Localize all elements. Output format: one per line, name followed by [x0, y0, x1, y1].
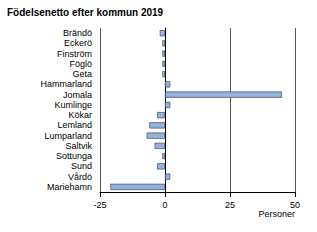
- svg-text:Kökar: Kökar: [68, 110, 92, 120]
- svg-text:Födelsenetto efter kommun 2019: Födelsenetto efter kommun 2019: [7, 7, 164, 18]
- svg-text:Hammarland: Hammarland: [40, 79, 92, 89]
- svg-text:50: 50: [290, 200, 300, 210]
- svg-text:Jomala: Jomala: [63, 90, 92, 100]
- svg-text:Vårdö: Vårdö: [68, 172, 92, 182]
- svg-text:Sund: Sund: [71, 161, 92, 171]
- svg-text:Personer: Personer: [258, 209, 295, 219]
- svg-text:0: 0: [162, 200, 167, 210]
- svg-text:Sottunga: Sottunga: [56, 151, 92, 161]
- svg-text:Lumparland: Lumparland: [44, 131, 92, 141]
- svg-text:-25: -25: [93, 200, 106, 210]
- svg-text:Kumlinge: Kumlinge: [54, 100, 92, 110]
- svg-text:Brändö: Brändö: [63, 28, 92, 38]
- svg-text:25: 25: [225, 200, 235, 210]
- svg-text:Saltvik: Saltvik: [65, 141, 92, 151]
- svg-text:Mariehamn: Mariehamn: [47, 182, 92, 192]
- svg-text:Geta: Geta: [72, 69, 92, 79]
- svg-text:Finström: Finström: [57, 49, 92, 59]
- svg-text:Eckerö: Eckerö: [64, 38, 92, 48]
- svg-text:Föglö: Föglö: [69, 59, 92, 69]
- svg-text:Lemland: Lemland: [57, 120, 92, 130]
